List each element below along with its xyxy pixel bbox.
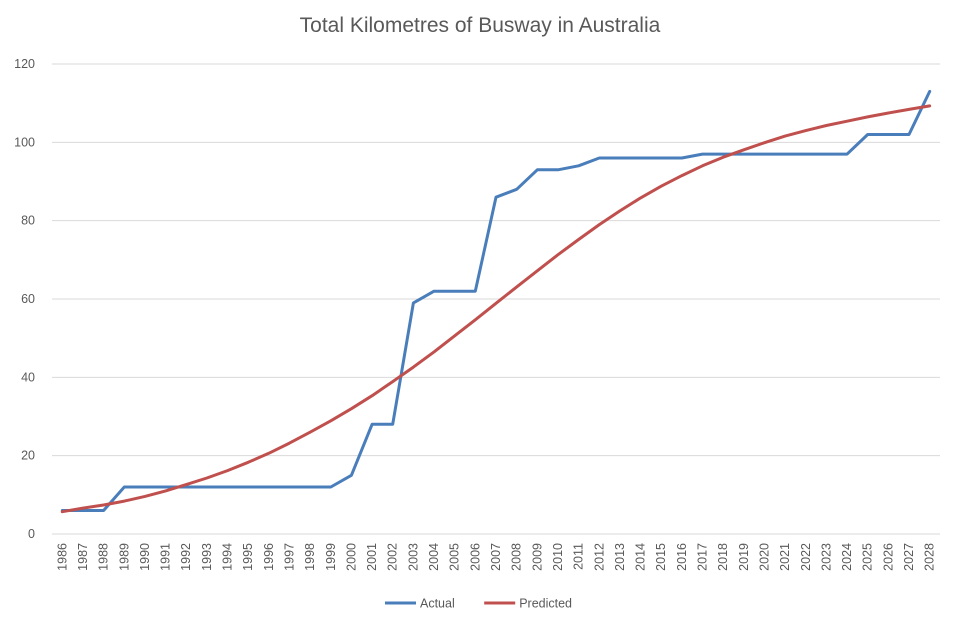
x-tick-label: 2017 [696, 543, 710, 571]
y-tick-label: 120 [14, 57, 35, 71]
x-tick-label: 2016 [675, 543, 689, 571]
series-line-actual [60, 89, 932, 512]
y-tick-label: 0 [28, 527, 35, 541]
chart-title: Total Kilometres of Busway in Australia [299, 14, 661, 37]
x-tick-label: 1999 [324, 543, 338, 571]
x-tick-label: 2008 [510, 543, 524, 571]
legend: Actual Predicted [385, 597, 572, 611]
x-tick-label: 2011 [572, 543, 586, 570]
x-tick-label: 2005 [448, 543, 462, 571]
x-tick-label: 2013 [613, 543, 627, 571]
y-tick-label: 80 [21, 214, 35, 228]
tick-labels: 0 20 40 60 80 100 120 1986 1987 1988 1989 1990 1991 1… [14, 57, 937, 571]
x-tick-label: 2021 [778, 543, 792, 571]
x-tick-label: 2028 [923, 543, 937, 571]
x-tick-label: 1993 [200, 543, 214, 571]
x-tick-label: 1998 [303, 543, 317, 571]
grid-lines [52, 63, 940, 457]
x-tick-label: 2003 [406, 543, 420, 571]
x-tick-label: 2020 [757, 543, 771, 571]
x-tick-label: 1992 [179, 543, 193, 571]
x-tick-label: 1994 [221, 543, 235, 571]
x-tick-label: 2002 [386, 543, 400, 571]
x-tick-label: 2014 [634, 543, 648, 571]
x-tick-label: 1990 [138, 543, 152, 571]
x-tick-label: 1995 [241, 543, 255, 571]
x-tick-label: 2009 [530, 543, 544, 571]
legend-label: Actual [420, 597, 455, 611]
x-tick-label: 2019 [737, 543, 751, 571]
series-lines [60, 89, 932, 514]
legend-item-actual: Actual [385, 597, 455, 611]
legend-item-predicted: Predicted [484, 597, 572, 611]
x-tick-label: 2006 [468, 543, 482, 571]
x-tick-label: 1987 [76, 543, 90, 571]
x-tick-label: 2007 [489, 543, 503, 571]
x-tick-label: 1991 [159, 543, 173, 571]
x-tick-label: 2004 [427, 543, 441, 571]
x-tick-label: 2000 [344, 543, 358, 571]
x-tick-label: 2027 [902, 543, 916, 571]
x-tick-label: 2012 [592, 543, 606, 571]
x-tick-label: 2015 [654, 543, 668, 571]
x-tick-label: 1989 [117, 543, 131, 571]
series-line-predicted [60, 104, 932, 514]
x-tick-label: 2018 [716, 543, 730, 571]
y-tick-label: 40 [21, 370, 35, 384]
y-tick-label: 60 [21, 292, 35, 306]
x-tick-label: 2010 [551, 543, 565, 571]
y-tick-label: 100 [14, 135, 35, 149]
x-tick-label: 2025 [861, 543, 875, 571]
y-tick-label: 20 [21, 449, 35, 463]
x-tick-label: 2023 [819, 543, 833, 571]
x-tick-label: 2001 [365, 543, 379, 571]
x-tick-label: 1986 [55, 543, 69, 571]
legend-label: Predicted [519, 597, 572, 611]
x-tick-label: 1988 [97, 543, 111, 571]
x-tick-label: 1996 [262, 543, 276, 571]
x-tick-label: 2026 [881, 543, 895, 571]
x-tick-label: 1997 [282, 543, 296, 571]
x-tick-label: 2024 [840, 543, 854, 571]
x-tick-label: 2022 [799, 543, 813, 571]
